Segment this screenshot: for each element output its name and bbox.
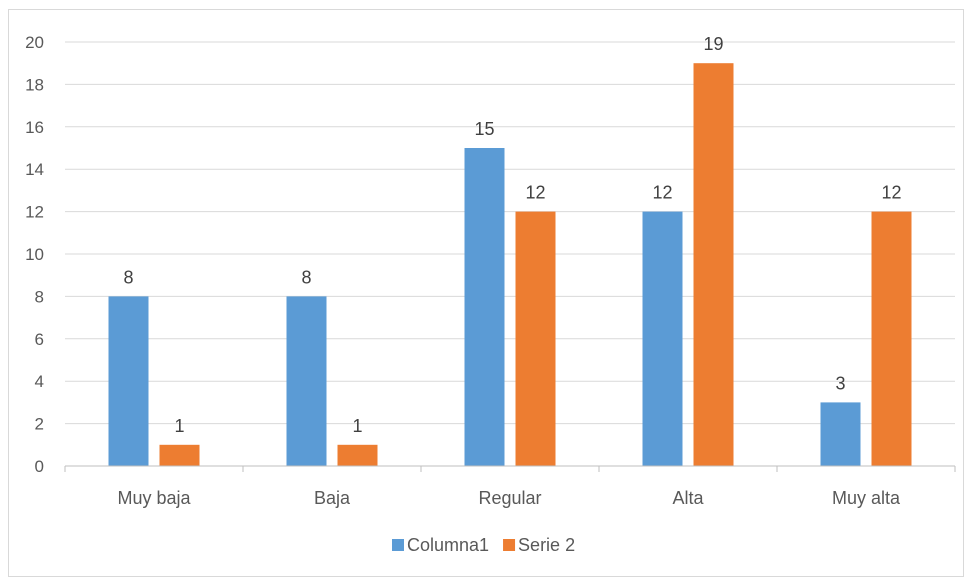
y-axis-ticks: 0 2 4 6 8 10 12 14 16 18 20 xyxy=(25,33,44,476)
data-label: 12 xyxy=(881,183,901,203)
legend: Columna1 Serie 2 xyxy=(392,535,575,555)
legend-label: Serie 2 xyxy=(518,535,575,555)
bar xyxy=(464,148,505,466)
x-tick-label: Baja xyxy=(314,488,351,508)
bar xyxy=(515,211,556,466)
x-axis: Muy baja Baja Regular Alta Muy alta xyxy=(64,465,956,508)
bar xyxy=(642,211,683,466)
bars xyxy=(108,63,912,466)
data-label: 8 xyxy=(301,267,311,287)
x-tick-label: Muy baja xyxy=(117,488,191,508)
y-tick-label: 20 xyxy=(25,33,44,52)
y-tick-label: 12 xyxy=(25,203,44,222)
y-tick-label: 18 xyxy=(25,75,44,94)
y-tick-label: 16 xyxy=(25,118,44,137)
bar xyxy=(108,296,149,466)
x-tick-label: Alta xyxy=(672,488,704,508)
data-label: 1 xyxy=(352,416,362,436)
bar xyxy=(286,296,327,466)
bar xyxy=(871,211,912,466)
bar xyxy=(159,444,200,466)
legend-swatch xyxy=(392,539,404,551)
bar xyxy=(693,63,734,466)
data-label: 12 xyxy=(652,183,672,203)
x-tick-label: Regular xyxy=(478,488,541,508)
gridlines xyxy=(65,41,955,425)
legend-swatch xyxy=(503,539,516,551)
y-tick-label: 0 xyxy=(35,457,44,476)
bar xyxy=(337,444,378,466)
y-tick-label: 14 xyxy=(25,160,44,179)
y-tick-label: 6 xyxy=(35,330,44,349)
y-tick-label: 8 xyxy=(35,287,44,306)
y-tick-label: 2 xyxy=(35,415,44,434)
data-label: 15 xyxy=(474,119,494,139)
data-label: 3 xyxy=(835,373,845,393)
data-label: 1 xyxy=(174,416,184,436)
data-labels: 8 1 8 1 15 12 12 19 3 12 xyxy=(123,34,901,436)
data-label: 12 xyxy=(525,183,545,203)
data-label: 8 xyxy=(123,267,133,287)
data-label: 19 xyxy=(703,34,723,54)
y-tick-label: 10 xyxy=(25,245,44,264)
y-tick-label: 4 xyxy=(35,372,44,391)
bar xyxy=(820,402,861,466)
legend-label: Columna1 xyxy=(407,535,489,555)
x-tick-label: Muy alta xyxy=(832,488,901,508)
